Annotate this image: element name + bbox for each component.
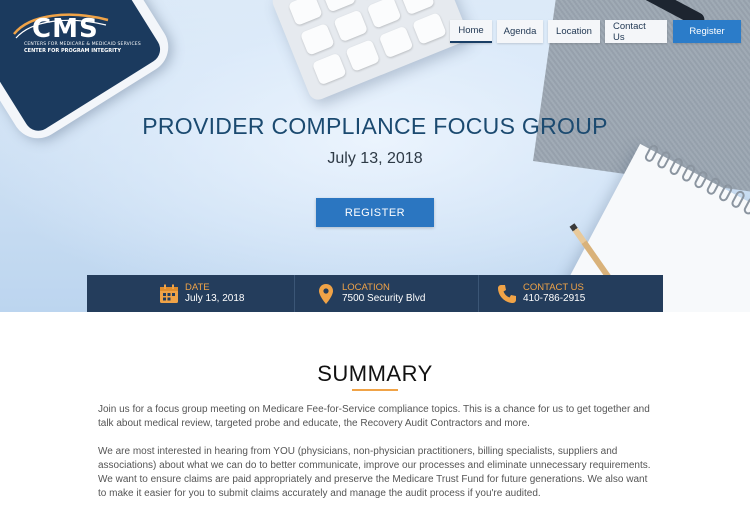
- nav-agenda[interactable]: Agenda: [497, 20, 543, 43]
- nav-location[interactable]: Location: [548, 20, 600, 43]
- map-pin-icon: [315, 283, 337, 305]
- info-location-label: LOCATION: [342, 282, 390, 293]
- info-date-value: July 13, 2018: [185, 293, 245, 304]
- event-date: July 13, 2018: [327, 150, 423, 167]
- summary-heading: SUMMARY: [317, 361, 433, 386]
- info-contact: CONTACT US 410-786-2915: [479, 275, 663, 312]
- info-contact-label: CONTACT US: [523, 282, 584, 293]
- info-date-label: DATE: [185, 282, 210, 293]
- info-contact-value[interactable]: 410-786-2915: [523, 293, 586, 304]
- hero-register-button[interactable]: REGISTER: [316, 198, 434, 227]
- page-title: PROVIDER COMPLIANCE FOCUS GROUP: [142, 113, 608, 139]
- calendar-icon: [158, 283, 180, 305]
- logo-subtitle-center: CENTER FOR PROGRAM INTEGRITY: [24, 48, 121, 54]
- summary-paragraph-1: Join us for a focus group meeting on Med…: [98, 404, 650, 429]
- top-nav: Home Agenda Location Contact Us Register: [450, 20, 741, 43]
- logo-swoosh-icon: [13, 13, 109, 39]
- info-location-value: 7500 Security Blvd: [342, 293, 426, 304]
- logo-text: CMS: [32, 14, 99, 44]
- event-info-bar: DATE July 13, 2018 LOCATION 7500 Securit…: [87, 275, 663, 312]
- summary-paragraph-2: We are most interested in hearing from Y…: [98, 446, 651, 499]
- info-date: DATE July 13, 2018: [87, 275, 295, 312]
- cms-logo[interactable]: CMS CENTERS FOR MEDICARE & MEDICAID SERV…: [10, 10, 141, 56]
- nav-home[interactable]: Home: [450, 20, 492, 43]
- logo-subtitle-agency: CENTERS FOR MEDICARE & MEDICAID SERVICES: [24, 42, 141, 47]
- summary-divider: [352, 389, 398, 391]
- info-location: LOCATION 7500 Security Blvd: [295, 275, 479, 312]
- nav-contact-us[interactable]: Contact Us: [605, 20, 667, 43]
- phone-icon: [496, 283, 518, 305]
- hero-banner: CMS CENTERS FOR MEDICARE & MEDICAID SERV…: [0, 0, 750, 312]
- nav-register-button[interactable]: Register: [673, 20, 741, 43]
